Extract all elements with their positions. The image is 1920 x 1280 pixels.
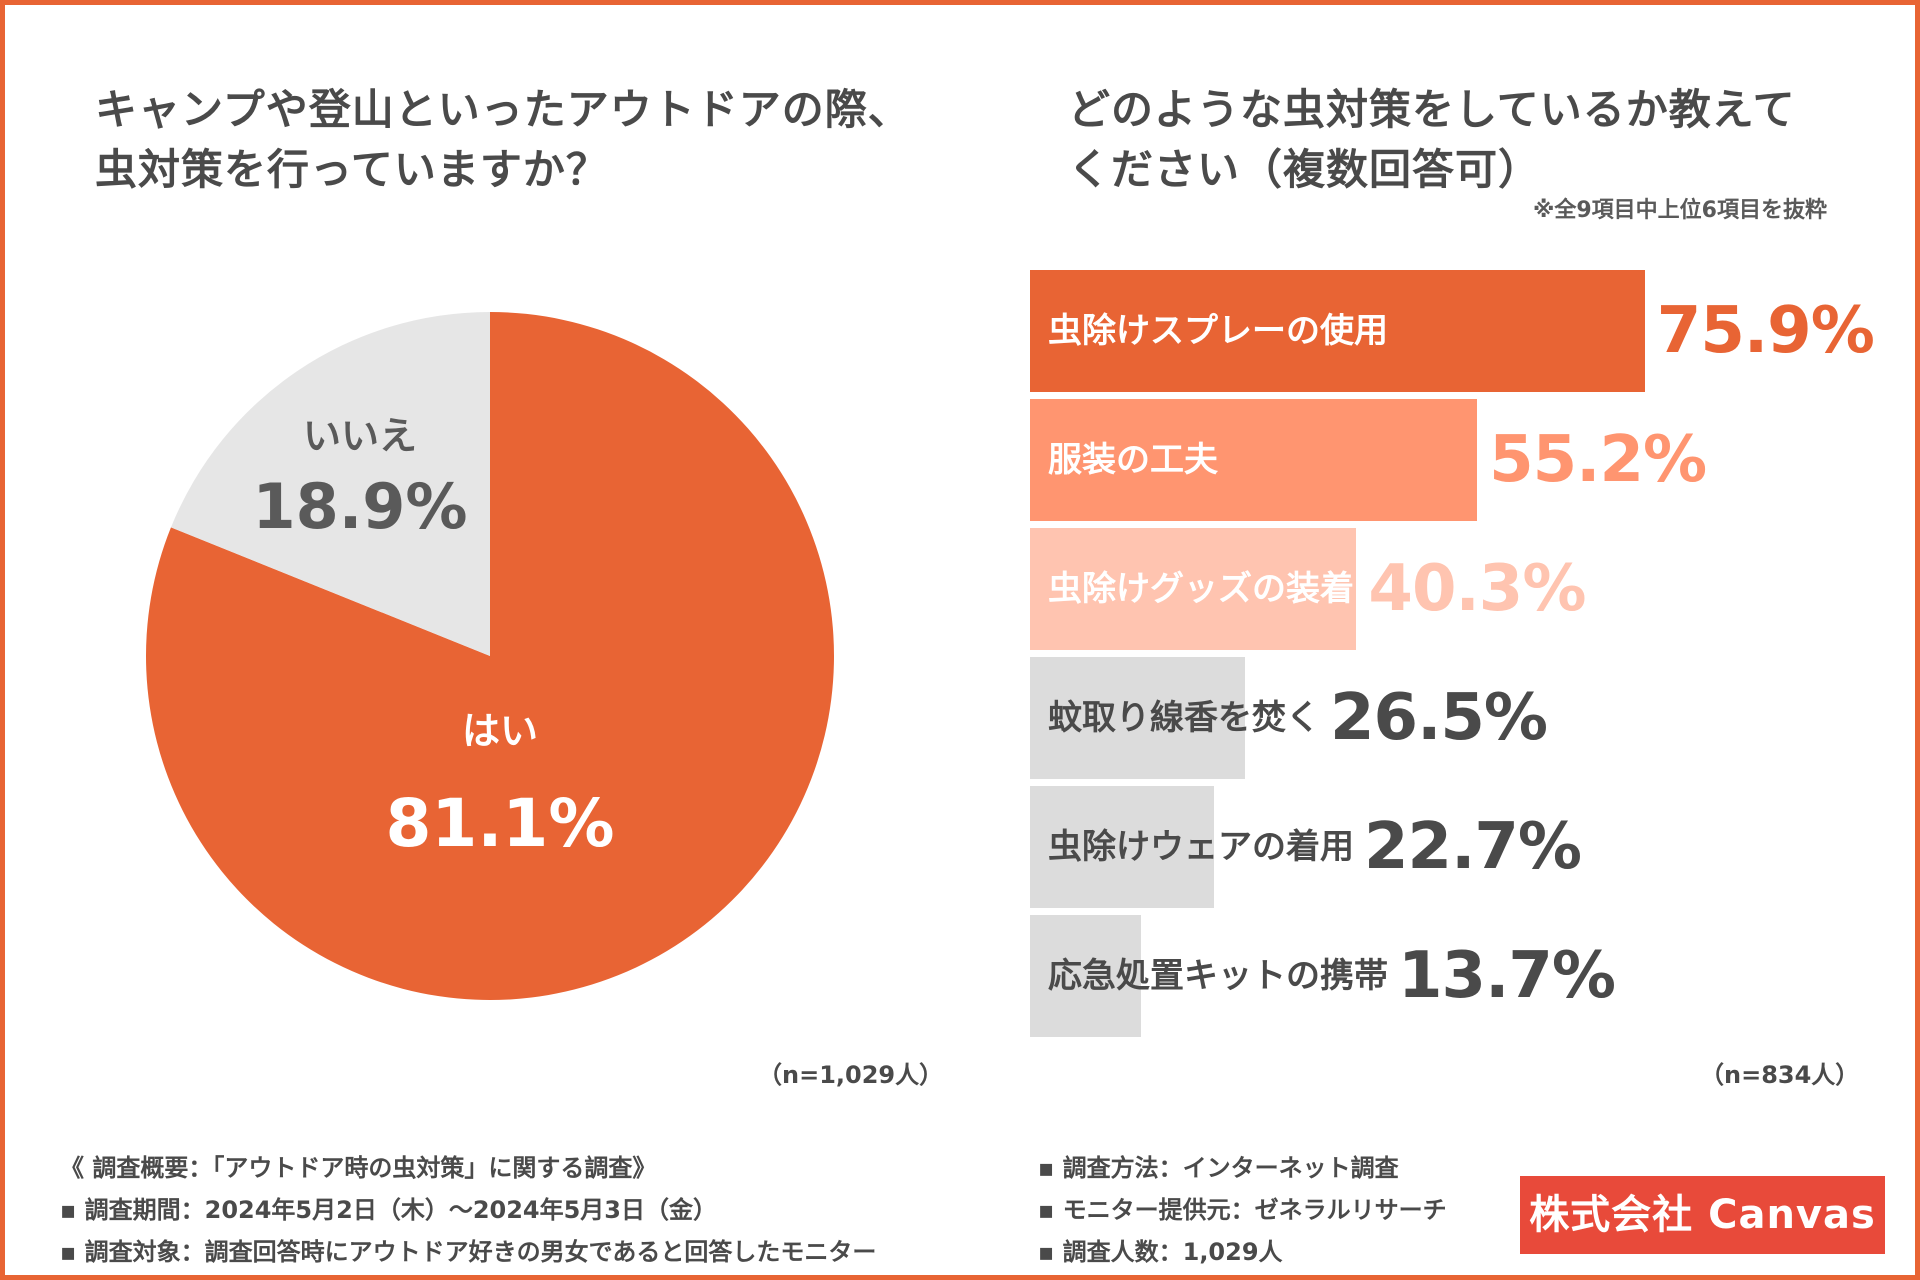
bar-value-label: 55.2%: [1489, 423, 1707, 497]
bar-category-label: 服装の工夫: [1048, 440, 1218, 480]
pie-question-line2: 虫対策を行っていますか？: [95, 145, 609, 194]
survey-target: ▪ 調査対象：調査回答時にアウトドア好きの男女であると回答したモニター: [60, 1238, 877, 1266]
survey-summary: 《 調査概要：「アウトドア時の虫対策」に関する調査》: [60, 1154, 657, 1182]
bar-value-label: 22.7%: [1364, 810, 1582, 884]
bar-category-label: 応急処置キットの携帯: [1048, 956, 1388, 996]
bar-fill: [1030, 399, 1478, 521]
bar-fill: [1030, 270, 1645, 392]
pie-label-no: いいえ: [302, 414, 417, 458]
pie-question-line1: キャンプや登山といったアウトドアの際、: [95, 85, 911, 134]
bar-question-line2: ください（複数回答可）: [1068, 145, 1542, 194]
bar-value-label: 26.5%: [1330, 681, 1548, 755]
bar-row: 応急処置キットの携帯 13.7%: [1030, 915, 1830, 1037]
bar-fill: [1030, 915, 1141, 1037]
bar-value-label: 40.3%: [1368, 552, 1586, 626]
bar-category-label: 虫除けグッズの装着: [1048, 569, 1354, 609]
bar-row: 虫除けグッズの装着 40.3%: [1030, 528, 1830, 650]
pie-question-title: キャンプや登山といったアウトドアの際、 虫対策を行っていますか？: [95, 80, 955, 200]
pie-value-no: 18.9%: [252, 470, 468, 543]
bar-category-label: 虫除けウェアの着用: [1048, 827, 1354, 867]
bar-row: 虫除けスプレーの使用 75.9%: [1030, 270, 1875, 392]
bar-fill: [1030, 528, 1357, 650]
bar-sample-size: （n=834人）: [1700, 1061, 1860, 1089]
survey-provider: ▪ モニター提供元：ゼネラルリサーチ: [1038, 1196, 1447, 1224]
bar-category-label: 蚊取り線香を焚く: [1048, 698, 1320, 738]
bar-question-title: どのような虫対策をしているか教えて ください（複数回答可）: [1068, 80, 1848, 200]
pie-label-yes: はい: [461, 709, 538, 753]
survey-period: ▪ 調査期間：2024年5月2日（木）～2024年5月3日（金）: [60, 1196, 718, 1224]
bar-fill: [1030, 786, 1214, 908]
pie-value-yes: 81.1%: [385, 785, 615, 862]
bar-category-label: 虫除けスプレーの使用: [1048, 311, 1388, 351]
pie-sample-size: （n=1,029人）: [758, 1061, 944, 1089]
bar-row: 蚊取り線香を焚く 26.5%: [1030, 657, 1830, 779]
bar-question-line1: どのような虫対策をしているか教えて: [1068, 85, 1796, 134]
bar-row: 虫除けウェアの着用 22.7%: [1030, 786, 1830, 908]
bar-fill: [1030, 657, 1245, 779]
survey-method: ▪ 調査方法：インターネット調査: [1038, 1154, 1399, 1182]
pie-slice-yes: [145, 312, 834, 1000]
bar-value-label: 75.9%: [1656, 294, 1875, 368]
pie-slice-no: [170, 312, 490, 656]
bar-row: 服装の工夫 55.2%: [1030, 399, 1830, 521]
excerpt-note: ※全9項目中上位6項目を抜粋: [1532, 198, 1827, 223]
bar-value-label: 13.7%: [1398, 939, 1616, 1013]
brand-logo: 株式会社 Canvas: [1520, 1176, 1885, 1254]
survey-count: ▪ 調査人数：1,029人: [1038, 1238, 1283, 1266]
